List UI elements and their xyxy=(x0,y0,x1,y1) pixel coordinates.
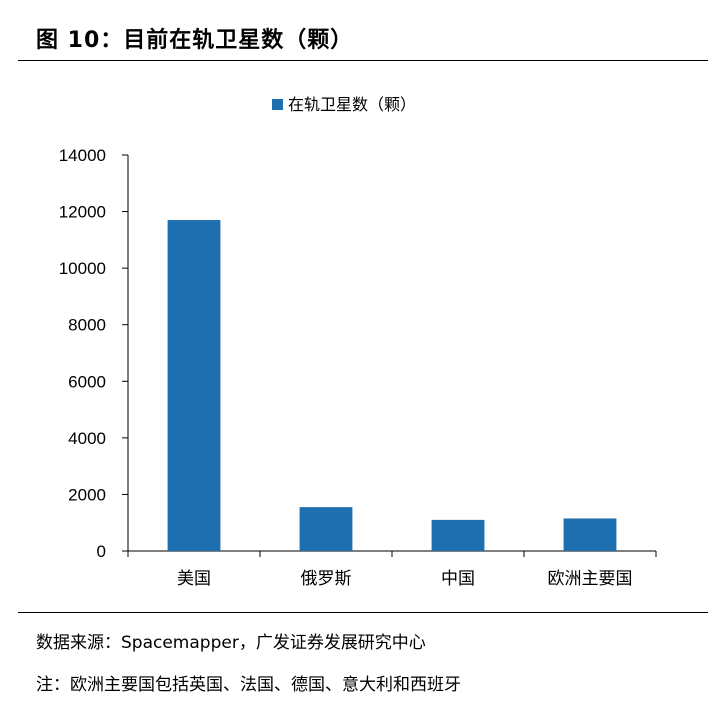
footer-divider xyxy=(18,612,708,613)
legend-swatch xyxy=(272,99,283,110)
legend: 在轨卫星数（颗） xyxy=(272,95,416,114)
y-tick-label: 14000 xyxy=(59,146,106,165)
y-tick-label: 2000 xyxy=(68,485,106,504)
legend-label: 在轨卫星数（颗） xyxy=(288,95,416,114)
footnote: 注：欧洲主要国包括英国、法国、德国、意大利和西班牙 xyxy=(36,675,461,695)
y-axis: 0 2000 4000 6000 8000 10000 12000 14000 xyxy=(59,146,129,561)
bar xyxy=(563,518,617,551)
x-axis: 美国 俄罗斯 中国 欧洲主要国 xyxy=(127,550,657,589)
y-tick-label: 6000 xyxy=(68,372,106,391)
x-tick-label: 中国 xyxy=(441,569,475,589)
bars xyxy=(167,220,617,552)
x-tick-label: 美国 xyxy=(177,569,211,589)
bar xyxy=(299,507,353,551)
y-tick-label: 0 xyxy=(97,542,106,561)
bar xyxy=(431,519,485,551)
x-tick-label: 欧洲主要国 xyxy=(548,569,633,589)
figure-title: 图 10：目前在轨卫星数（颗） xyxy=(36,28,354,53)
y-tick-label: 4000 xyxy=(68,429,106,448)
bar-chart: 在轨卫星数（颗） 0 2000 4000 6000 8000 10000 12000 1400… xyxy=(59,95,657,589)
source-note: 数据来源：Spacemapper，广发证券发展研究中心 xyxy=(36,633,426,653)
x-tick-label: 俄罗斯 xyxy=(301,569,352,589)
bar xyxy=(167,220,221,552)
y-tick-label: 8000 xyxy=(68,316,106,335)
y-tick-label: 10000 xyxy=(59,259,106,278)
y-tick-label: 12000 xyxy=(59,203,106,222)
title-divider xyxy=(18,60,708,61)
